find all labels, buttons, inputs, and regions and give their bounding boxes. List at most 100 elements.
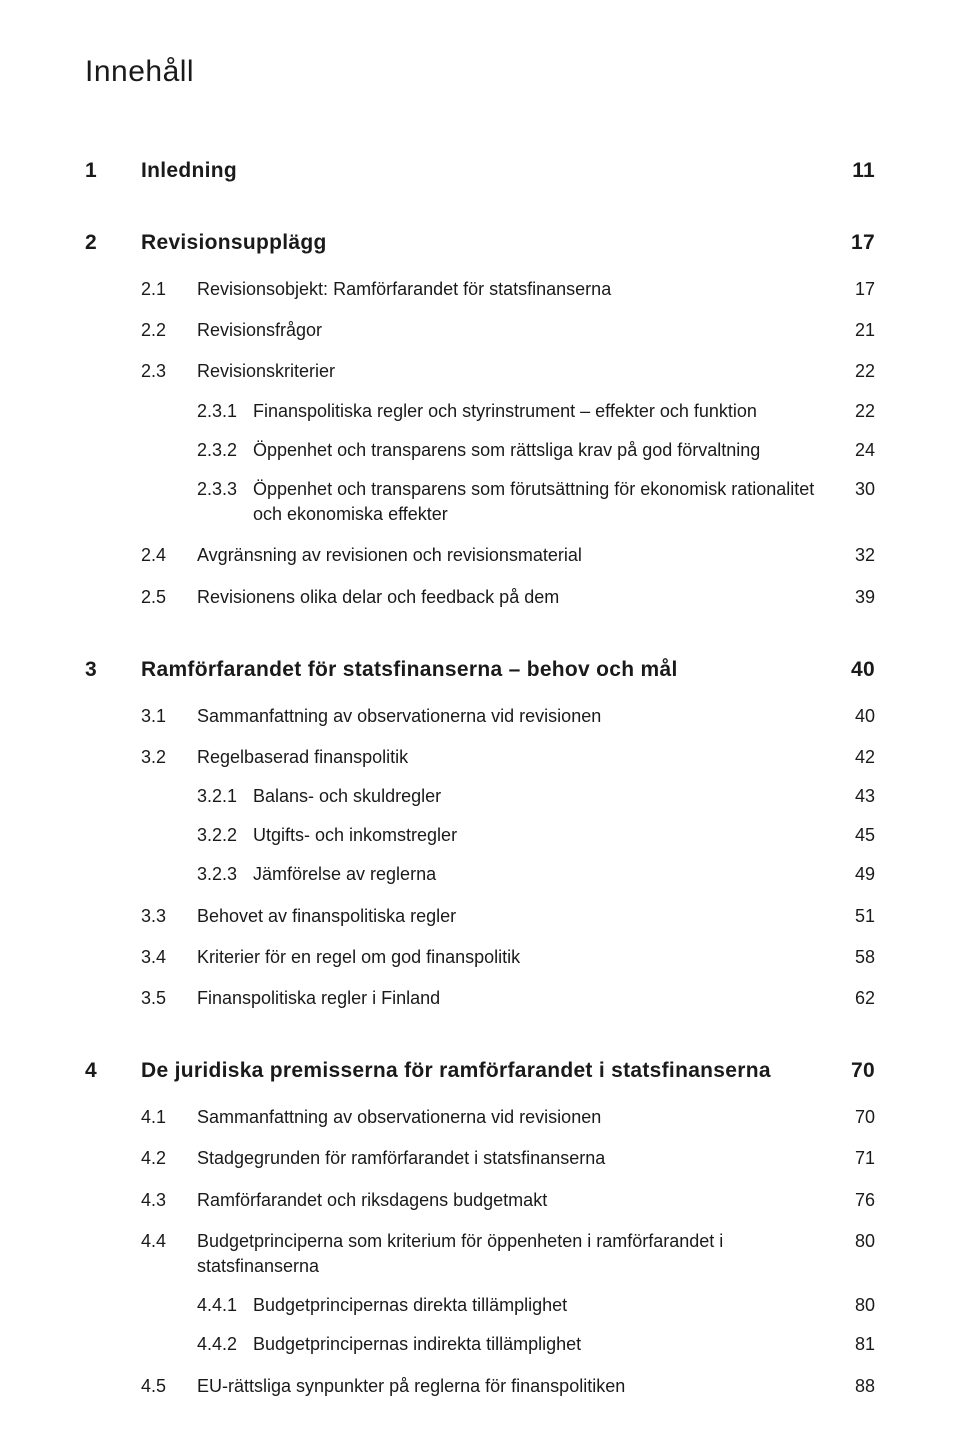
toc-sub-row: 3.1Sammanfattning av observationerna vid…: [85, 704, 875, 729]
sub-page: 71: [841, 1148, 875, 1169]
toc-section-row: 1Inledning11: [85, 159, 875, 183]
spacer: [85, 1083, 875, 1105]
section-page: 40: [841, 658, 875, 682]
sub-page: 80: [841, 1231, 875, 1252]
spacer: [85, 569, 875, 585]
section-number: 1: [85, 159, 141, 183]
sub-page: 32: [841, 545, 875, 566]
toc-subsub-row: 2.3.3Öppenhet och transparens som föruts…: [85, 477, 875, 527]
spacer: [85, 888, 875, 904]
toc-section-row: 3Ramförfarandet för statsfinanserna – be…: [85, 658, 875, 682]
sub-title: Avgränsning av revisionen och revisionsm…: [197, 543, 841, 568]
spacer: [85, 848, 875, 862]
sub-number: 2.2: [141, 320, 197, 341]
section-title: Revisionsupplägg: [141, 231, 841, 255]
subsub-number: 4.4.1: [197, 1295, 253, 1316]
subsub-title: Öppenhet och transparens som rättsliga k…: [253, 438, 841, 463]
section-number: 2: [85, 231, 141, 255]
spacer: [85, 302, 875, 318]
sub-number: 2.4: [141, 545, 197, 566]
spacer: [85, 1213, 875, 1229]
subsub-title: Budgetprincipernas direkta tillämplighet: [253, 1293, 841, 1318]
subsub-number: 2.3.2: [197, 440, 253, 461]
spacer: [85, 970, 875, 986]
subsub-page: 81: [841, 1334, 875, 1355]
subsub-title: Balans- och skuldregler: [253, 784, 841, 809]
spacer: [85, 610, 875, 658]
spacer: [85, 343, 875, 359]
sub-title: Kriterier för en regel om god finanspoli…: [197, 945, 841, 970]
toc-sub-row: 3.4Kriterier för en regel om god finansp…: [85, 945, 875, 970]
sub-page: 40: [841, 706, 875, 727]
section-number: 4: [85, 1059, 141, 1083]
spacer: [85, 1358, 875, 1374]
sub-title: Revisionens olika delar och feedback på …: [197, 585, 841, 610]
toc-sub-row: 4.2Stadgegrunden för ramförfarandet i st…: [85, 1146, 875, 1171]
toc-sub-row: 3.5Finanspolitiska regler i Finland62: [85, 986, 875, 1011]
toc-subsub-row: 3.2.3Jämförelse av reglerna49: [85, 862, 875, 887]
toc-sub-row: 2.3Revisionskriterier22: [85, 359, 875, 384]
subsub-title: Finanspolitiska regler och styrinstrumen…: [253, 399, 841, 424]
spacer: [85, 770, 875, 784]
toc-subsub-row: 3.2.1Balans- och skuldregler43: [85, 784, 875, 809]
section-title: Ramförfarandet för statsfinanserna – beh…: [141, 658, 841, 682]
spacer: [85, 255, 875, 277]
sub-number: 2.1: [141, 279, 197, 300]
toc-sub-row: 2.4Avgränsning av revisionen och revisio…: [85, 543, 875, 568]
sub-number: 3.3: [141, 906, 197, 927]
sub-page: 39: [841, 587, 875, 608]
toc-sub-row: 2.1Revisionsobjekt: Ramförfarandet för s…: [85, 277, 875, 302]
sub-page: 62: [841, 988, 875, 1009]
page-title: Innehåll: [85, 55, 875, 89]
sub-number: 2.3: [141, 361, 197, 382]
spacer: [85, 1318, 875, 1332]
sub-number: 3.4: [141, 947, 197, 968]
sub-title: Sammanfattning av observationerna vid re…: [197, 1105, 841, 1130]
sub-title: EU-rättsliga synpunkter på reglerna för …: [197, 1374, 841, 1399]
spacer: [85, 929, 875, 945]
sub-page: 76: [841, 1190, 875, 1211]
sub-number: 4.5: [141, 1376, 197, 1397]
toc-subsub-row: 2.3.1Finanspolitiska regler och styrinst…: [85, 399, 875, 424]
sub-title: Finanspolitiska regler i Finland: [197, 986, 841, 1011]
toc-subsub-row: 4.4.1Budgetprincipernas direkta tillämpl…: [85, 1293, 875, 1318]
sub-number: 3.1: [141, 706, 197, 727]
sub-title: Revisionsobjekt: Ramförfarandet för stat…: [197, 277, 841, 302]
subsub-title: Utgifts- och inkomstregler: [253, 823, 841, 848]
toc-subsub-row: 2.3.2Öppenhet och transparens som rättsl…: [85, 438, 875, 463]
sub-title: Stadgegrunden för ramförfarandet i stats…: [197, 1146, 841, 1171]
sub-title: Ramförfarandet och riksdagens budgetmakt: [197, 1188, 841, 1213]
sub-title: Budgetprinciperna som kriterium för öppe…: [197, 1229, 841, 1279]
spacer: [85, 1130, 875, 1146]
section-number: 3: [85, 658, 141, 682]
toc-subsub-row: 4.4.2Budgetprincipernas indirekta tilläm…: [85, 1332, 875, 1357]
sub-number: 4.4: [141, 1231, 197, 1252]
spacer: [85, 1172, 875, 1188]
toc-section-row: 4De juridiska premisserna för ramförfara…: [85, 1059, 875, 1083]
toc-section-row: 2Revisionsupplägg17: [85, 231, 875, 255]
sub-title: Revisionsfrågor: [197, 318, 841, 343]
sub-number: 3.5: [141, 988, 197, 1009]
sub-page: 58: [841, 947, 875, 968]
toc-sub-row: 3.3Behovet av finanspolitiska regler51: [85, 904, 875, 929]
sub-page: 17: [841, 279, 875, 300]
spacer: [85, 424, 875, 438]
section-title: Inledning: [141, 159, 841, 183]
subsub-number: 4.4.2: [197, 1334, 253, 1355]
spacer: [85, 527, 875, 543]
subsub-number: 3.2.3: [197, 864, 253, 885]
section-page: 11: [841, 159, 875, 183]
subsub-page: 43: [841, 786, 875, 807]
toc-sub-row: 4.1Sammanfattning av observationerna vid…: [85, 1105, 875, 1130]
subsub-title: Jämförelse av reglerna: [253, 862, 841, 887]
subsub-page: 49: [841, 864, 875, 885]
spacer: [85, 183, 875, 231]
sub-page: 51: [841, 906, 875, 927]
spacer: [85, 1011, 875, 1059]
toc-sub-row: 4.5EU-rättsliga synpunkter på reglerna f…: [85, 1374, 875, 1399]
spacer: [85, 682, 875, 704]
toc-subsub-row: 3.2.2Utgifts- och inkomstregler45: [85, 823, 875, 848]
spacer: [85, 385, 875, 399]
spacer: [85, 729, 875, 745]
sub-page: 70: [841, 1107, 875, 1128]
